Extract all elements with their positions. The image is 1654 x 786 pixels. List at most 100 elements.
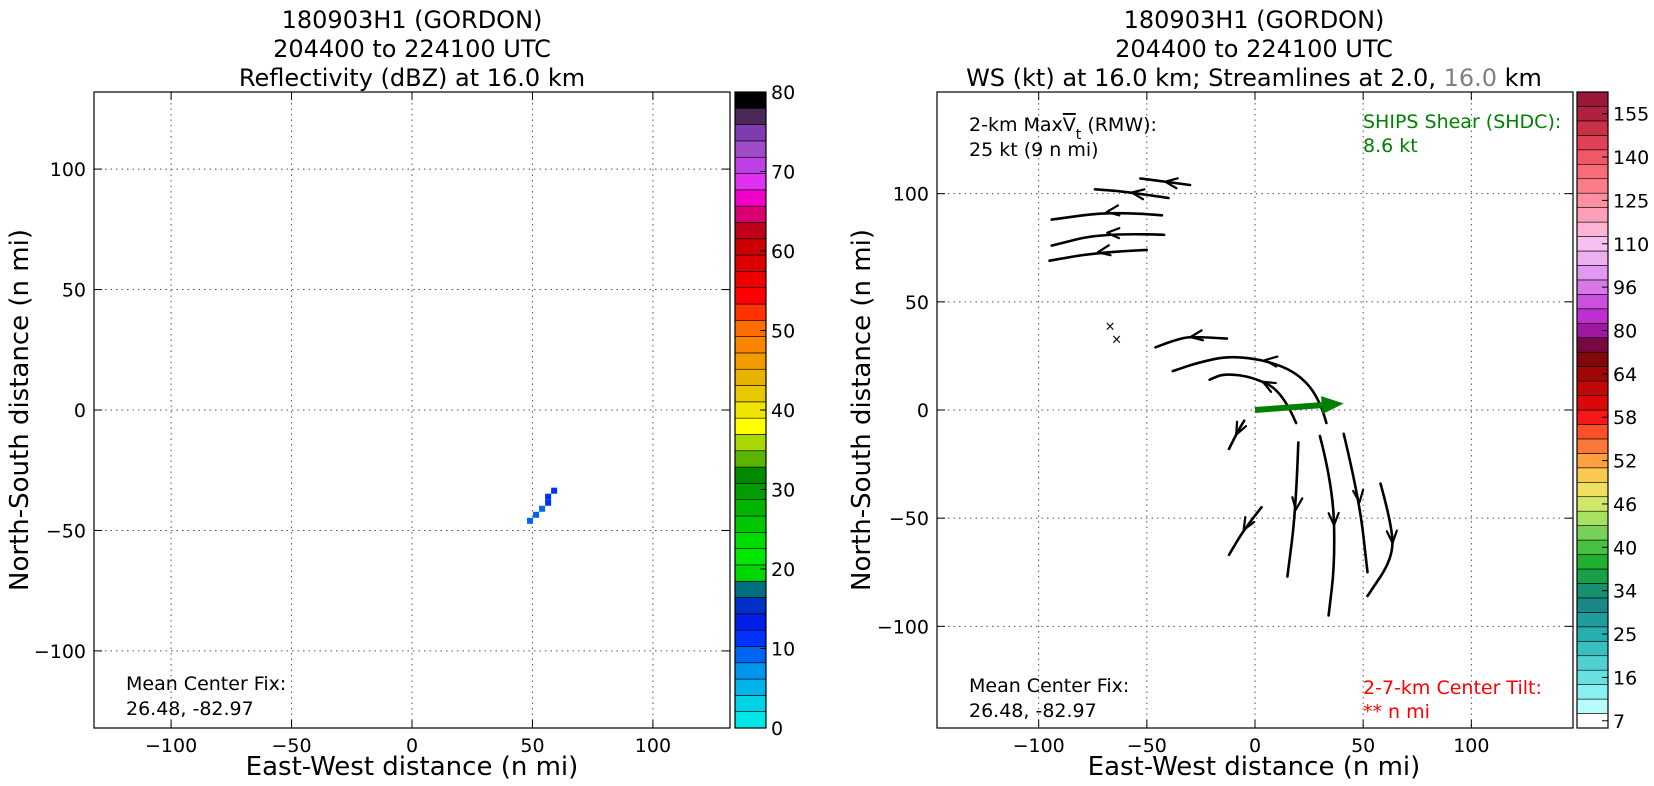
colorbar-tick-label: 96 xyxy=(1613,277,1637,299)
right-y-axis-label: North-South distance (n mi) xyxy=(847,229,877,591)
colorbar-tick-label: 110 xyxy=(1613,234,1649,256)
shear-vector-head xyxy=(1321,396,1344,415)
right-title-line1: 180903H1 (GORDON) xyxy=(1124,6,1385,34)
streamline xyxy=(1093,188,1170,200)
reflectivity-cell xyxy=(545,493,552,500)
colorbar-segment xyxy=(1576,294,1609,310)
colorbar-segment xyxy=(734,548,767,566)
colorbar-tick-label: 20 xyxy=(771,559,795,581)
colorbar-segment xyxy=(734,336,767,354)
colorbar-segment xyxy=(1576,510,1609,526)
left-center-fix-label: Mean Center Fix: xyxy=(126,673,286,695)
colorbar-segment xyxy=(734,385,767,403)
colorbar-segment xyxy=(1576,380,1609,396)
colorbar-segment xyxy=(1576,120,1609,136)
colorbar-tick-label: 80 xyxy=(771,82,795,104)
colorbar-segment xyxy=(1576,265,1609,281)
colorbar-segment xyxy=(734,91,767,109)
colorbar-segment xyxy=(734,140,767,158)
streamline xyxy=(1171,355,1328,425)
colorbar-segment xyxy=(734,287,767,305)
colorbar-segment xyxy=(1576,207,1609,223)
streamline xyxy=(1366,482,1394,598)
colorbar-segment xyxy=(1576,640,1609,657)
colorbar-segment xyxy=(734,662,767,680)
colorbar-frame xyxy=(1576,91,1609,729)
left-title-line1: 180903H1 (GORDON) xyxy=(282,6,543,34)
colorbar-segment xyxy=(1576,481,1609,498)
colorbar-segment xyxy=(1576,337,1609,353)
colorbar-tick-label: 50 xyxy=(771,321,795,343)
colorbar-segment xyxy=(734,580,767,598)
colorbar-segment xyxy=(734,483,767,500)
colorbar-segment xyxy=(734,499,767,517)
left-xtick-label: −50 xyxy=(271,735,311,757)
left-panel: 180903H1 (GORDON) 204400 to 224100 UTC R… xyxy=(5,6,795,782)
colorbar-segment xyxy=(734,417,767,435)
colorbar-tick-label: 80 xyxy=(1613,321,1637,343)
reflectivity-cell xyxy=(527,517,534,524)
right-colorbar: 7 16 25 34 40 46 52 58 64 80 96 110 125 140 155 xyxy=(1576,91,1649,733)
right-title-line3-a: WS (kt) at 16.0 km; Streamlines at 2.0, xyxy=(966,64,1444,92)
right-title-line2: 204400 to 224100 UTC xyxy=(1115,35,1393,63)
colorbar-tick-label: 25 xyxy=(1613,624,1637,646)
colorbar-segment xyxy=(1576,424,1609,440)
right-ytick-label: −100 xyxy=(877,616,929,638)
left-center-fix-value: 26.48, -82.97 xyxy=(126,698,254,720)
colorbar-segment xyxy=(1576,91,1609,107)
streamline-arrowhead xyxy=(1327,511,1340,527)
streamline xyxy=(1154,335,1229,349)
right-ships-shear-value: 8.6 kt xyxy=(1363,135,1418,157)
left-xtick-label: 0 xyxy=(406,735,418,757)
right-panel: 180903H1 (GORDON) 204400 to 224100 UTC W… xyxy=(847,6,1649,782)
colorbar-segment xyxy=(1576,684,1609,700)
left-plot-frame xyxy=(93,91,731,729)
streamline-arrowhead xyxy=(1263,355,1279,368)
colorbar-segment xyxy=(734,515,767,533)
left-title-line2: 204400 to 224100 UTC xyxy=(273,35,551,63)
colorbar-segment xyxy=(1576,568,1609,584)
streamline xyxy=(1227,506,1263,557)
colorbar-segment xyxy=(734,254,767,272)
right-xtick-label: −50 xyxy=(1127,735,1167,757)
right-xtick-label: −100 xyxy=(1013,735,1065,757)
colorbar-segment xyxy=(734,222,767,240)
colorbar-segment xyxy=(1576,308,1609,324)
left-xtick-label: 100 xyxy=(635,735,671,757)
colorbar-tick-label: 40 xyxy=(1613,537,1637,559)
colorbar-segment xyxy=(734,450,767,468)
colorbar-segment xyxy=(734,434,767,452)
left-ytick-label: 100 xyxy=(50,159,86,181)
colorbar-tick-label: 70 xyxy=(771,162,795,184)
colorbar-segment xyxy=(1576,135,1609,151)
right-ytick-label: 0 xyxy=(917,400,929,422)
colorbar-segment xyxy=(1576,655,1609,671)
right-ytick-label: 50 xyxy=(905,292,929,314)
colorbar-segment xyxy=(1576,597,1609,613)
colorbar-tick-label: 60 xyxy=(771,241,795,263)
right-center-marks: ×× xyxy=(1105,320,1122,348)
right-rmw-label-sub: t xyxy=(1076,127,1082,143)
colorbar-segment xyxy=(734,629,767,647)
reflectivity-cell xyxy=(551,487,558,494)
colorbar-segment xyxy=(1576,178,1609,194)
right-center-tilt-value: ** n mi xyxy=(1363,701,1430,723)
colorbar-tick-label: 140 xyxy=(1613,147,1649,169)
colorbar-segment xyxy=(1576,467,1609,483)
streamline xyxy=(1050,211,1164,221)
streamline-arrowhead xyxy=(1130,188,1146,201)
right-grid xyxy=(937,92,1573,728)
colorbar-segment xyxy=(1576,351,1609,367)
colorbar-tick-label: 64 xyxy=(1613,364,1637,386)
colorbar-segment xyxy=(1576,395,1609,411)
colorbar-segment xyxy=(1576,163,1609,180)
colorbar-segment xyxy=(734,678,767,696)
right-axis-ticks: −100 −50 0 50 100 −100 −50 0 50 100 xyxy=(877,92,1573,757)
colorbar-segment xyxy=(1576,250,1609,266)
colorbar-tick-label: 40 xyxy=(771,400,795,422)
right-rmw-label-a: 2-km Max xyxy=(969,114,1063,136)
streamline xyxy=(1318,434,1336,617)
right-ytick-label: −50 xyxy=(889,508,929,530)
streamline-arrowhead xyxy=(1164,177,1179,190)
